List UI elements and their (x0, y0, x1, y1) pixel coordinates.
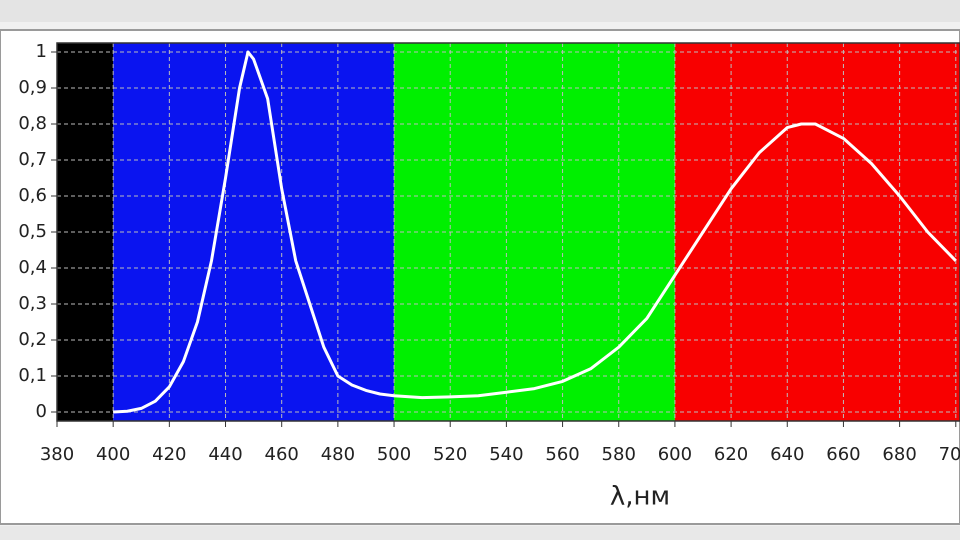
x-tick-label: 680 (882, 444, 916, 465)
y-tick-label: 0,2 (18, 329, 47, 350)
y-tick-label: 0,3 (18, 293, 47, 314)
x-tick-label: 500 (377, 444, 411, 465)
y-tick-label: 0,6 (18, 185, 47, 206)
spectrum-line (113, 50, 957, 414)
x-tick-label: 520 (433, 444, 467, 465)
x-tick-label: 380 (40, 444, 74, 465)
y-tick-label: 0,5 (18, 221, 47, 242)
y-tick-label: 0,7 (18, 149, 47, 170)
y-tick-label: 0,8 (18, 113, 47, 134)
y-tick-label: 0,1 (18, 365, 47, 386)
x-tick-label: 640 (770, 444, 804, 465)
x-tick-label: 480 (321, 444, 355, 465)
x-tick-label: 700 (939, 444, 960, 465)
x-axis-title: λ,нм (610, 482, 670, 512)
plot-border (56, 42, 960, 422)
x-tick-label: 620 (714, 444, 748, 465)
toolbar (0, 0, 960, 22)
x-tick-label: 440 (208, 444, 242, 465)
y-tick-label: 0 (36, 401, 47, 422)
x-tick-label: 560 (545, 444, 579, 465)
x-tick-label: 460 (265, 444, 299, 465)
y-tick-label: 0,9 (18, 77, 47, 98)
x-tick-label: 420 (152, 444, 186, 465)
x-tick-label: 580 (602, 444, 636, 465)
status-bar (0, 526, 960, 540)
x-tick-label: 600 (658, 444, 692, 465)
x-tick-label: 540 (489, 444, 523, 465)
y-tick-label: 1 (36, 41, 47, 62)
x-tick-label: 660 (826, 444, 860, 465)
y-tick-label: 0,4 (18, 257, 47, 278)
x-tick-label: 400 (96, 444, 130, 465)
